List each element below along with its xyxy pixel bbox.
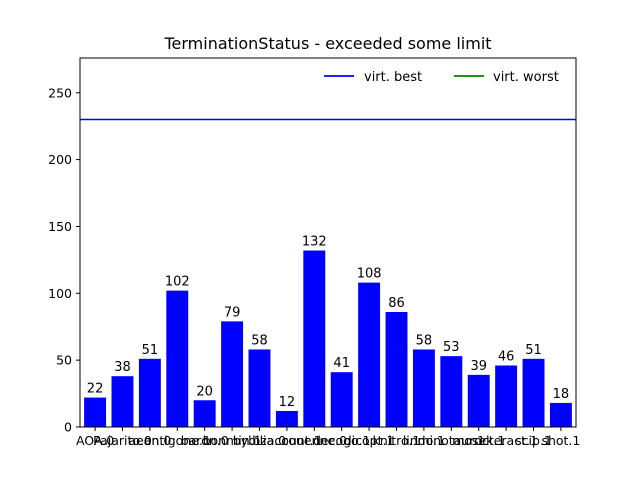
- bar-2: [138, 358, 161, 427]
- bar-1: [111, 376, 134, 427]
- y-tick-label-5: 250: [48, 85, 72, 100]
- y-tick-label-2: 100: [48, 286, 72, 301]
- x-tick-label-11: knitro.1: [373, 433, 421, 448]
- bar-value-label-10: 108: [357, 267, 382, 282]
- bar-value-label-2: 51: [142, 343, 159, 358]
- legend-label-1: virt. worst: [493, 70, 559, 85]
- bar-value-label-13: 53: [443, 340, 460, 355]
- x-tick-label-3: antigone.1: [144, 433, 211, 448]
- x-tick-label-17: shot.1: [541, 433, 580, 448]
- bar-5: [221, 321, 244, 427]
- y-tick-label-4: 200: [48, 152, 72, 167]
- x-tick-label-7: bzacount.1: [252, 433, 321, 448]
- bar-7: [275, 410, 298, 427]
- x-tick-label-12: lindo.1: [403, 433, 445, 448]
- value-labels-group: 22 38 51 102 20 79 58 12 132 41 108 86 58 53 39 46 51 18: [87, 235, 569, 410]
- bar-9: [330, 372, 353, 427]
- bar-16: [522, 358, 545, 427]
- bar-6: [248, 349, 271, 427]
- y-axis: 0 50 100 150 200 250: [48, 85, 80, 435]
- bar-3: [166, 290, 189, 427]
- bar-value-label-0: 22: [87, 382, 104, 397]
- bar-value-label-11: 86: [388, 296, 405, 311]
- legend: virt. best virt. worst: [324, 70, 559, 85]
- x-axis: AOA.0Pajarito.0aeon.0antigone.1baron.0bo…: [76, 427, 580, 448]
- x-tick-label-13: minotaur.1: [418, 433, 486, 448]
- bar-17: [549, 402, 572, 427]
- bar-12: [412, 349, 435, 427]
- bar-11: [385, 312, 408, 427]
- chart-title: TerminationStatus - exceeded some limit: [163, 34, 491, 53]
- bar-value-label-4: 20: [196, 384, 213, 399]
- bar-value-label-1: 38: [114, 360, 131, 375]
- bar-value-label-16: 51: [525, 343, 542, 358]
- x-tick-label-6: bybilia.0: [233, 433, 286, 448]
- plot-frame: [79, 57, 577, 428]
- bar-value-label-9: 41: [333, 356, 350, 371]
- bar-value-label-5: 79: [224, 305, 241, 320]
- x-tick-label-5: bonmin.1: [203, 433, 262, 448]
- bar-4: [193, 400, 216, 427]
- bar-value-label-8: 132: [302, 235, 327, 250]
- bar-10: [358, 282, 381, 427]
- bar-value-label-15: 46: [498, 350, 515, 365]
- bar-14: [467, 374, 490, 427]
- x-tick-label-4: baron.0: [181, 433, 229, 448]
- y-tick-label-1: 50: [56, 353, 72, 368]
- bar-value-label-6: 58: [251, 333, 268, 348]
- x-tick-label-15: octeract.1: [474, 433, 538, 448]
- x-tick-label-9: decogo.1: [313, 433, 370, 448]
- bars-group: [84, 250, 572, 427]
- bar-value-label-3: 102: [165, 275, 190, 290]
- bar-8: [303, 250, 326, 427]
- bar-0: [84, 397, 107, 427]
- bar-15: [495, 365, 518, 427]
- bar-value-label-17: 18: [553, 387, 570, 402]
- x-tick-label-16: scip.1: [515, 433, 552, 448]
- legend-label-0: virt. best: [364, 70, 422, 85]
- x-tick-label-14: mosek.1: [452, 433, 505, 448]
- x-tick-label-1: Pajarito.0: [93, 433, 152, 448]
- x-tick-label-10: dicopt.1: [344, 433, 395, 448]
- bar-value-label-12: 58: [416, 333, 433, 348]
- x-tick-label-0: AOA.0: [76, 433, 114, 448]
- x-tick-label-2: aeon.0: [128, 433, 171, 448]
- x-tick-label-8: couenne.0: [281, 433, 347, 448]
- bar-value-label-14: 39: [470, 359, 487, 374]
- bar-value-label-7: 12: [279, 395, 296, 410]
- bar-13: [440, 356, 463, 427]
- y-tick-label-0: 0: [64, 420, 72, 435]
- y-tick-label-3: 150: [48, 219, 72, 234]
